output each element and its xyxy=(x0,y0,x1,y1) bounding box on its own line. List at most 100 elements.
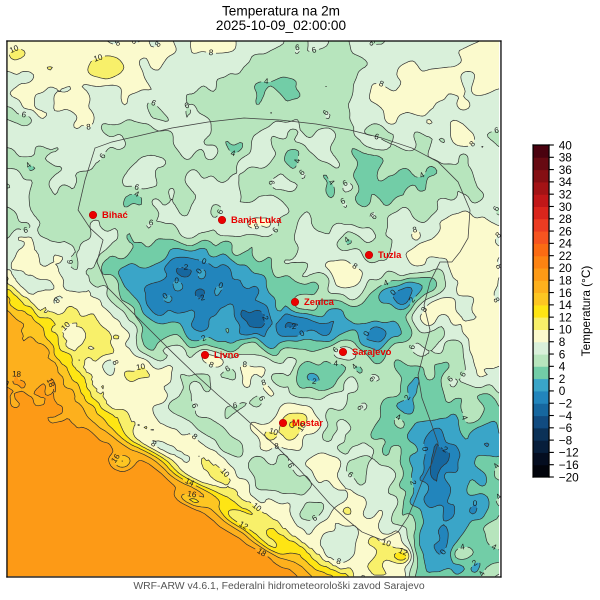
svg-text:4: 4 xyxy=(395,412,402,422)
svg-text:2: 2 xyxy=(470,558,479,568)
svg-text:6: 6 xyxy=(341,178,350,188)
svg-text:6: 6 xyxy=(183,100,191,110)
svg-text:6: 6 xyxy=(373,132,381,142)
svg-text:8: 8 xyxy=(378,79,386,89)
svg-text:8: 8 xyxy=(208,48,214,57)
svg-text:8: 8 xyxy=(559,335,566,349)
svg-text:6: 6 xyxy=(257,394,267,403)
svg-text:8: 8 xyxy=(130,36,140,46)
svg-text:12: 12 xyxy=(559,310,572,324)
svg-text:6: 6 xyxy=(310,513,319,523)
svg-text:-2: -2 xyxy=(181,262,189,272)
svg-text:6: 6 xyxy=(215,208,225,216)
svg-text:4: 4 xyxy=(491,461,501,471)
svg-text:6: 6 xyxy=(491,204,501,213)
svg-text:2: 2 xyxy=(559,372,566,386)
svg-text:10: 10 xyxy=(559,323,573,337)
svg-text:8: 8 xyxy=(260,378,268,388)
svg-text:4: 4 xyxy=(133,189,141,199)
svg-text:18: 18 xyxy=(559,274,573,288)
svg-text:4: 4 xyxy=(494,491,504,501)
svg-text:6: 6 xyxy=(367,374,377,384)
svg-text:8: 8 xyxy=(52,295,62,305)
svg-text:8: 8 xyxy=(491,296,501,305)
svg-text:0: 0 xyxy=(559,384,566,398)
svg-text:6: 6 xyxy=(190,402,200,410)
svg-text:Temperatura (°C): Temperatura (°C) xyxy=(579,266,593,357)
svg-text:0: 0 xyxy=(362,329,372,337)
svg-text:8: 8 xyxy=(113,38,122,48)
svg-text:4: 4 xyxy=(460,542,466,552)
svg-text:4: 4 xyxy=(293,158,302,164)
svg-text:14: 14 xyxy=(184,476,196,488)
svg-text:40: 40 xyxy=(559,138,573,152)
svg-text:8: 8 xyxy=(110,359,120,368)
svg-text:−8: −8 xyxy=(559,433,573,447)
svg-text:4: 4 xyxy=(460,414,470,422)
svg-text:0: 0 xyxy=(217,280,225,290)
svg-text:-2: -2 xyxy=(260,312,271,322)
svg-text:34: 34 xyxy=(559,175,573,189)
svg-text:4: 4 xyxy=(333,359,338,368)
svg-text:0: 0 xyxy=(473,499,478,508)
svg-text:0: 0 xyxy=(174,276,180,285)
svg-text:20: 20 xyxy=(559,261,573,275)
svg-text:36: 36 xyxy=(559,163,573,177)
svg-text:8: 8 xyxy=(274,441,280,451)
svg-text:−4: −4 xyxy=(559,409,573,423)
svg-text:18: 18 xyxy=(12,369,22,379)
svg-text:6: 6 xyxy=(355,404,365,412)
svg-text:6: 6 xyxy=(339,196,347,206)
svg-text:2025-10-09_02:00:00: 2025-10-09_02:00:00 xyxy=(216,18,347,33)
svg-text:4: 4 xyxy=(327,178,337,188)
svg-text:32: 32 xyxy=(559,187,572,201)
svg-text:6: 6 xyxy=(224,364,232,374)
svg-text:6: 6 xyxy=(133,182,141,192)
svg-text:−6: −6 xyxy=(559,421,573,435)
svg-text:4: 4 xyxy=(490,542,498,552)
svg-text:14: 14 xyxy=(559,298,573,312)
svg-text:8: 8 xyxy=(86,122,92,131)
svg-text:6: 6 xyxy=(367,39,377,49)
svg-text:26: 26 xyxy=(559,224,573,238)
svg-text:0: 0 xyxy=(420,446,430,452)
svg-text:8: 8 xyxy=(253,221,261,231)
svg-text:8: 8 xyxy=(153,39,163,49)
svg-text:Temperatura na 2m: Temperatura na 2m xyxy=(222,3,340,18)
svg-text:8: 8 xyxy=(335,556,342,566)
svg-text:28: 28 xyxy=(559,212,573,226)
svg-text:24: 24 xyxy=(559,237,573,251)
svg-text:16: 16 xyxy=(187,489,198,499)
svg-text:−2: −2 xyxy=(559,396,572,410)
svg-text:4: 4 xyxy=(230,148,237,158)
svg-text:4: 4 xyxy=(350,362,360,372)
svg-text:4: 4 xyxy=(382,278,390,288)
svg-text:WRF-ARW v4.6.1, Federalni hidr: WRF-ARW v4.6.1, Federalni hidrometeorolo… xyxy=(133,581,425,592)
svg-text:0: 0 xyxy=(438,547,448,556)
svg-text:6: 6 xyxy=(346,470,356,480)
svg-text:18: 18 xyxy=(45,377,57,389)
svg-text:0: 0 xyxy=(161,291,170,301)
svg-text:6: 6 xyxy=(267,180,276,186)
svg-text:8: 8 xyxy=(494,263,504,271)
svg-text:-2: -2 xyxy=(197,293,206,303)
svg-text:6: 6 xyxy=(321,108,331,118)
svg-text:Zenica: Zenica xyxy=(304,297,335,308)
svg-text:0: 0 xyxy=(200,256,208,266)
svg-text:Banja Luka: Banja Luka xyxy=(231,215,282,226)
svg-text:0: 0 xyxy=(298,328,307,338)
svg-text:6: 6 xyxy=(295,43,300,52)
svg-text:6: 6 xyxy=(297,167,307,177)
svg-text:0: 0 xyxy=(388,287,398,297)
svg-text:Livno: Livno xyxy=(214,350,239,361)
svg-text:4: 4 xyxy=(559,360,566,374)
svg-text:8: 8 xyxy=(468,139,478,149)
svg-text:Mostar: Mostar xyxy=(292,418,323,429)
svg-text:−16: −16 xyxy=(559,458,579,472)
svg-text:12: 12 xyxy=(397,546,409,558)
svg-text:6: 6 xyxy=(331,345,341,355)
svg-text:8: 8 xyxy=(419,305,429,314)
svg-text:6: 6 xyxy=(66,259,75,264)
svg-text:2: 2 xyxy=(311,377,317,387)
svg-text:4: 4 xyxy=(342,235,352,245)
